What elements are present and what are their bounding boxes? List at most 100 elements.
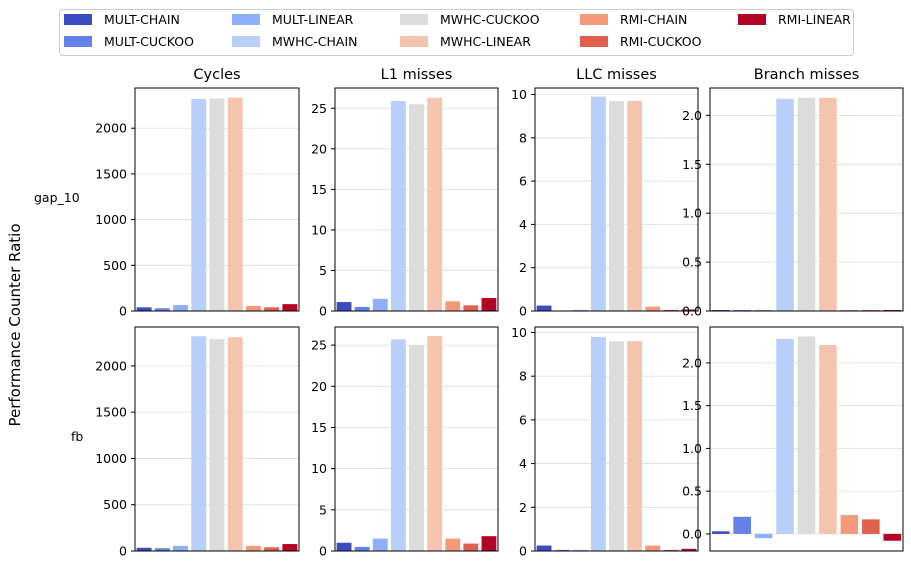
axes-frame <box>334 326 499 552</box>
y-tick-label: 0.0 <box>682 304 702 319</box>
bar-mult-chain <box>536 305 552 311</box>
subplot-title: LLC misses <box>576 67 657 83</box>
y-tick-label: 500 <box>103 258 127 273</box>
y-tick-label: 2 <box>519 260 527 275</box>
bar-mult-linear <box>372 298 388 311</box>
legend-label-mult-linear: MULT-LINEAR <box>272 12 354 27</box>
subplot-gap_10-cycles: 0 500 1000 1500 2000 Cycles <box>95 67 300 319</box>
legend-swatch-mult-linear <box>232 14 260 25</box>
bar-mult-chain <box>336 302 352 311</box>
axes-frame <box>134 87 300 312</box>
subplot-title: Cycles <box>193 67 240 83</box>
bar-mult-cuckoo <box>154 308 170 311</box>
bar-rmi-linear <box>481 298 497 311</box>
bar-mwhc-linear <box>427 336 443 551</box>
bar-mwhc-linear <box>627 341 643 551</box>
y-tick-label: 4 <box>519 456 527 471</box>
y-tick-label: 20 <box>311 379 327 394</box>
bar-mwhc-chain <box>191 336 207 551</box>
subplot-fb-col2: 0 5 10 15 20 25 <box>311 326 499 559</box>
bar-rmi-chain <box>445 301 461 311</box>
bar-mult-cuckoo <box>554 549 570 551</box>
bar-rmi-chain <box>840 515 859 534</box>
y-tick-label: 20 <box>311 141 327 156</box>
bar-mwhc-chain <box>390 339 406 551</box>
axes-frame <box>134 326 300 552</box>
legend-swatch-rmi-linear <box>738 14 766 25</box>
y-tick-label: 0 <box>519 304 527 319</box>
bar-mult-chain <box>711 531 730 534</box>
y-tick-label: 10 <box>511 325 527 340</box>
bar-rmi-cuckoo <box>264 547 280 551</box>
y-tick-label: 0 <box>319 304 327 319</box>
bar-rmi-chain <box>645 545 661 551</box>
bar-mwhc-chain <box>590 96 606 312</box>
bar-mwhc-linear <box>227 337 243 551</box>
bar-rmi-linear <box>681 309 697 311</box>
bar-rmi-cuckoo <box>663 549 679 551</box>
legend-label-rmi-linear: RMI-LINEAR <box>778 12 851 27</box>
bar-mult-linear <box>173 545 189 551</box>
bar-rmi-cuckoo <box>463 543 479 551</box>
y-tick-label: 0 <box>319 544 327 559</box>
subplot-gap_10-llc-misses: 0 2 4 6 8 10 LLC misses <box>511 67 699 319</box>
y-tick-label: 25 <box>311 338 327 353</box>
bar-mwhc-cuckoo <box>609 341 624 551</box>
bar-mwhc-linear <box>427 97 443 311</box>
y-tick-label: 500 <box>103 497 127 512</box>
y-tick-label: 1500 <box>95 405 127 420</box>
bar-mwhc-chain <box>390 100 406 311</box>
bar-mult-linear <box>173 305 189 311</box>
bar-mult-linear <box>754 533 773 539</box>
subplot-title: Branch misses <box>754 67 860 83</box>
row-label-fb: fb <box>71 429 83 444</box>
legend-label-mwhc-linear: MWHC-LINEAR <box>440 34 531 49</box>
y-tick-label: 10 <box>311 222 327 237</box>
bar-rmi-cuckoo <box>862 519 880 534</box>
bar-rmi-chain <box>245 305 261 311</box>
y-tick-label: 0.5 <box>682 484 702 499</box>
subplot-fb-col3: 0 2 4 6 8 10 <box>511 325 699 559</box>
bar-mwhc-cuckoo <box>209 339 225 551</box>
legend-swatch-rmi-chain <box>580 14 608 25</box>
bar-mult-cuckoo <box>354 546 370 551</box>
y-tick-label: 5 <box>319 502 327 517</box>
bar-mult-linear <box>372 538 388 551</box>
legend-swatch-mult-cuckoo <box>64 36 92 47</box>
bar-mult-chain <box>336 542 352 551</box>
bar-mult-cuckoo <box>154 548 170 551</box>
bar-rmi-linear <box>883 533 902 541</box>
bar-mult-linear <box>572 309 588 311</box>
y-tick-label: 2 <box>519 500 527 515</box>
subplot-gap_10-l1-misses: 0 5 10 15 20 25 L1 misses <box>311 67 499 319</box>
axes-frame <box>534 87 699 312</box>
axes-frame <box>709 87 904 312</box>
y-tick-label: 5 <box>319 263 327 278</box>
bar-rmi-chain <box>245 545 261 551</box>
bar-mwhc-cuckoo <box>609 100 624 311</box>
y-tick-label: 25 <box>311 101 327 116</box>
y-tick-label: 1000 <box>95 451 127 466</box>
y-tick-label: 1000 <box>95 212 127 227</box>
legend-label-mwhc-cuckoo: MWHC-CUCKOO <box>440 12 540 27</box>
y-tick-label: 0 <box>519 544 527 559</box>
bar-rmi-linear <box>481 536 497 551</box>
bar-mwhc-chain <box>776 338 794 534</box>
legend-label-mwhc-chain: MWHC-CHAIN <box>272 34 358 49</box>
y-tick-label: 15 <box>311 420 327 435</box>
axes-frame <box>709 326 904 552</box>
bar-mwhc-cuckoo <box>797 97 816 311</box>
subplot-fb-col4: 0.0 0.5 1.0 1.5 2.0 <box>682 326 904 552</box>
y-tick-label: 0 <box>119 304 127 319</box>
bar-mwhc-linear <box>227 97 243 311</box>
bar-rmi-linear <box>681 548 697 551</box>
legend-swatch-mwhc-cuckoo <box>400 14 428 25</box>
row-label-gap_10: gap_10 <box>34 190 80 205</box>
y-tick-label: 6 <box>519 174 527 189</box>
legend-swatch-mwhc-chain <box>232 36 260 47</box>
y-tick-label: 15 <box>311 182 327 197</box>
y-tick-label: 1.0 <box>682 441 702 456</box>
figure-ylabel: Performance Counter Ratio <box>6 223 24 426</box>
